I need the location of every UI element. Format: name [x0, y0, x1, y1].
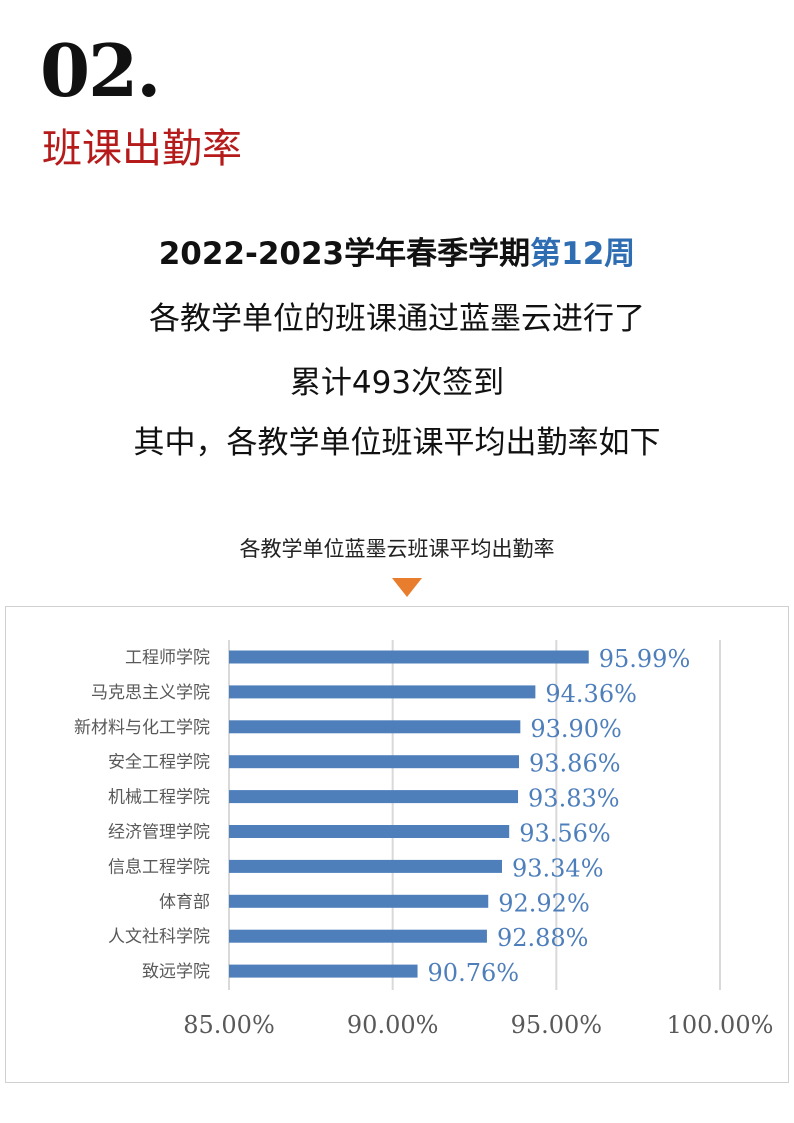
bar — [229, 894, 489, 908]
data-label: 93.90% — [530, 715, 622, 743]
data-label: 90.76% — [428, 959, 520, 987]
x-tick-label: 100.00% — [667, 1011, 774, 1039]
down-triangle-icon — [392, 578, 422, 597]
data-label: 93.86% — [529, 750, 621, 778]
intro-line-4: 其中，各教学单位班课平均出勤率如下 — [133, 425, 661, 461]
category-label: 经济管理学院 — [108, 823, 210, 843]
bar — [229, 964, 418, 978]
bar — [229, 825, 510, 838]
bar — [229, 685, 536, 699]
bar — [229, 929, 487, 943]
category-label: 马克思主义学院 — [91, 683, 210, 703]
week-highlight: 第12周 — [530, 236, 636, 272]
category-label: 人文社科学院 — [108, 927, 210, 947]
data-label: 93.34% — [512, 854, 604, 882]
x-tick-label: 95.00% — [511, 1011, 603, 1039]
chart-title: 各教学单位蓝墨云班课平均出勤率 — [239, 537, 555, 561]
category-label: 新材料与化工学院 — [74, 718, 210, 738]
x-tick-label: 85.00% — [183, 1011, 275, 1039]
category-label: 致远学院 — [142, 962, 210, 982]
section-title: 班课出勤率 — [42, 126, 242, 172]
data-label: 93.56% — [519, 820, 611, 848]
x-tick-label: 90.00% — [347, 1011, 439, 1039]
bar — [229, 859, 502, 873]
intro-line-2: 各教学单位的班课通过蓝墨云进行了 — [149, 301, 645, 337]
intro-line-3: 累计493次签到 — [289, 365, 505, 401]
category-label: 工程师学院 — [125, 648, 210, 668]
section-number: 02. — [40, 28, 161, 113]
data-label: 92.88% — [497, 924, 589, 952]
bar — [229, 650, 589, 664]
category-label: 安全工程学院 — [108, 753, 210, 773]
chart-frame — [5, 606, 789, 1083]
semester: 2022-2023学年春季学期 — [158, 236, 531, 272]
category-label: 信息工程学院 — [108, 857, 210, 877]
category-label: 体育部 — [159, 892, 210, 912]
intro-line-1: 2022-2023学年春季学期第12周 — [0, 228, 794, 273]
data-label: 93.83% — [528, 785, 620, 813]
bar — [229, 790, 519, 804]
category-label: 机械工程学院 — [108, 788, 210, 808]
data-label: 95.99% — [599, 645, 691, 673]
bar — [229, 755, 520, 769]
bar — [229, 720, 521, 734]
data-label: 94.36% — [545, 680, 637, 708]
data-label: 92.92% — [498, 889, 590, 917]
